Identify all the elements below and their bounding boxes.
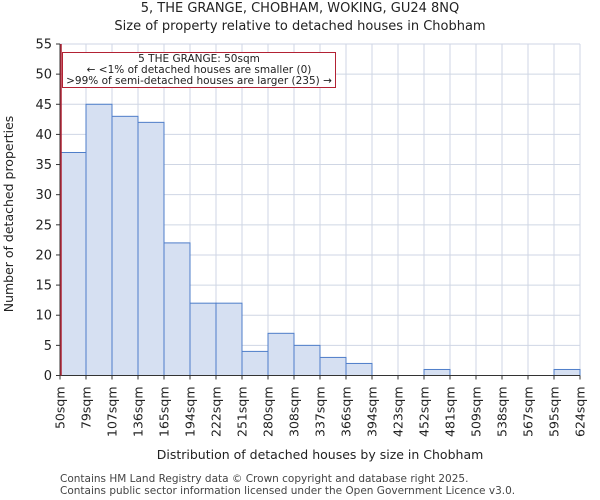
histogram-bar — [241, 350, 269, 376]
x-tick-label: 423sqm — [391, 387, 406, 437]
histogram-bar — [163, 242, 191, 376]
x-tick-label: 394sqm — [365, 387, 380, 437]
x-tick-label: 194sqm — [183, 387, 198, 437]
x-tick-label: 280sqm — [261, 387, 276, 437]
y-tick-label: 10 — [35, 309, 52, 324]
y-tick-label: 20 — [35, 248, 52, 263]
x-tick-label: 136sqm — [131, 387, 146, 437]
x-tick-label: 107sqm — [105, 387, 120, 437]
x-tick-label: 165sqm — [157, 387, 172, 437]
x-tick-label: 509sqm — [469, 387, 484, 437]
x-tick-label: 222sqm — [209, 387, 224, 437]
y-tick-label: 55 — [35, 38, 52, 53]
x-tick-label: 337sqm — [313, 387, 328, 437]
histogram-bar — [215, 302, 243, 376]
y-tick-label: 35 — [35, 158, 52, 173]
x-tick-label: 452sqm — [417, 387, 432, 437]
chart-title: 5, THE GRANGE, CHOBHAM, WOKING, GU24 8NQ — [140, 1, 460, 16]
x-tick-label: 538sqm — [495, 387, 510, 437]
x-tick-label: 567sqm — [521, 387, 536, 437]
histogram-bar — [319, 356, 347, 376]
histogram-bar — [423, 368, 451, 376]
x-tick-label: 251sqm — [235, 387, 250, 437]
y-tick-label: 0 — [44, 369, 52, 384]
annotation-box: 5 THE GRANGE: 50sqm ← <1% of detached ho… — [62, 52, 336, 88]
annotation-line-3: >99% of semi-detached houses are larger … — [66, 75, 332, 87]
histogram-bar — [59, 151, 87, 376]
histogram-bar — [111, 115, 139, 376]
x-tick-label: 308sqm — [287, 387, 302, 437]
y-tick-label: 15 — [35, 279, 52, 294]
annotation-line-1: 5 THE GRANGE: 50sqm — [138, 53, 260, 65]
histogram-bar — [553, 368, 581, 376]
x-tick-label: 595sqm — [547, 387, 562, 437]
histogram-bar — [267, 332, 295, 376]
y-tick-label: 5 — [44, 339, 52, 354]
x-tick-label: 366sqm — [339, 387, 354, 437]
x-tick-label: 79sqm — [79, 387, 94, 430]
histogram-bar — [345, 362, 373, 377]
y-tick-label: 40 — [35, 128, 52, 143]
x-tick-label: 50sqm — [53, 387, 68, 430]
x-axis-label: Distribution of detached houses by size … — [157, 447, 484, 462]
y-tick-label: 50 — [35, 68, 52, 83]
histogram-bar — [293, 344, 321, 377]
footer-copyright: Contains HM Land Registry data © Crown c… — [60, 473, 469, 485]
x-tick-label: 624sqm — [573, 387, 588, 437]
histogram-bar — [85, 103, 113, 376]
histogram-bar — [189, 302, 217, 376]
x-tick-label: 481sqm — [443, 387, 458, 437]
histogram-bar — [137, 121, 165, 377]
y-tick-label: 45 — [35, 98, 52, 113]
y-tick-label: 25 — [35, 218, 52, 233]
annotation-line-2: ← <1% of detached houses are smaller (0) — [86, 64, 312, 76]
y-tick-label: 30 — [35, 188, 52, 203]
chart-subtitle: Size of property relative to detached ho… — [114, 19, 486, 34]
footer-licence: Contains public sector information licen… — [60, 485, 516, 497]
y-axis-label: Number of detached properties — [1, 116, 16, 313]
